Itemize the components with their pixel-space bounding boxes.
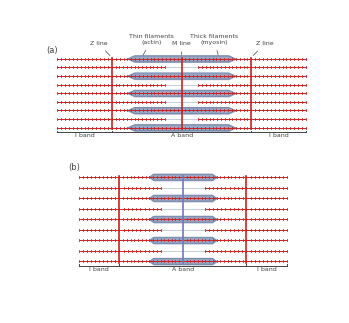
Text: (b): (b) [68, 163, 80, 172]
Text: Z line: Z line [90, 41, 110, 56]
Text: A band: A band [171, 133, 193, 139]
Text: I band: I band [75, 133, 94, 139]
Text: I band: I band [269, 133, 289, 139]
Text: A band: A band [172, 267, 194, 272]
Text: I band: I band [89, 267, 109, 272]
Text: M line: M line [172, 41, 191, 55]
Text: Z line: Z line [253, 41, 274, 56]
Text: Thick filaments
(myosin): Thick filaments (myosin) [190, 34, 238, 55]
Text: I band: I band [257, 267, 277, 272]
Text: (a): (a) [46, 46, 58, 55]
Text: Thin filaments
(actin): Thin filaments (actin) [129, 34, 174, 55]
